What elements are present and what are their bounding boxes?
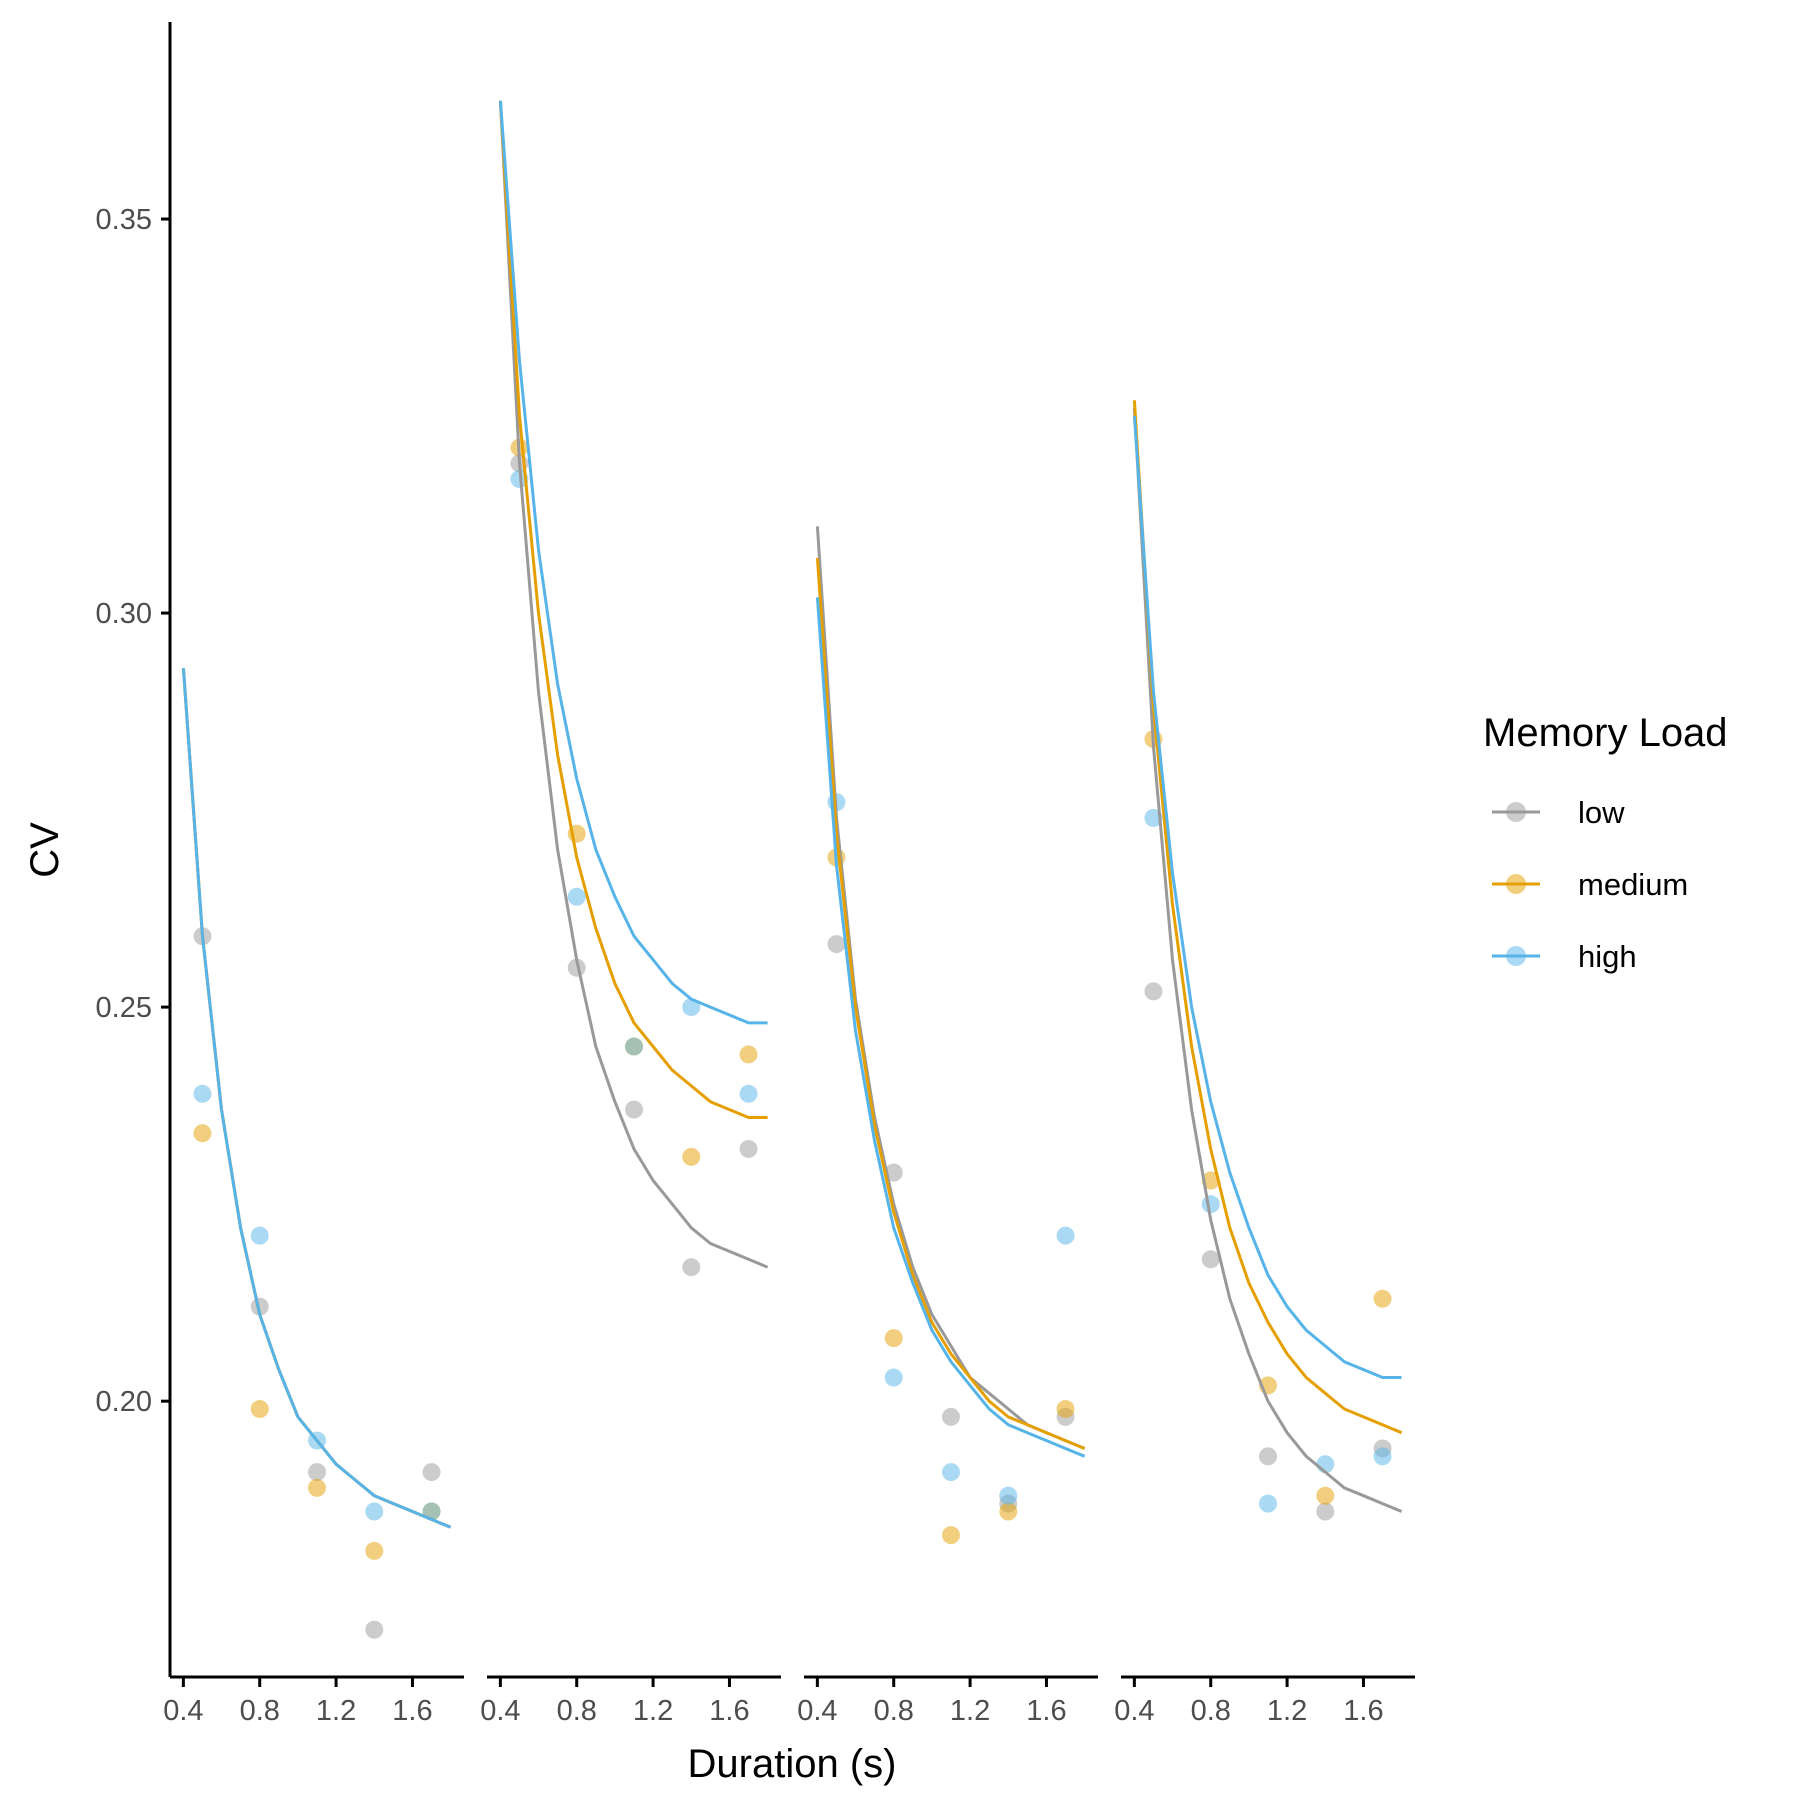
legend: Memory Load low medium high xyxy=(1483,711,1728,974)
x-tick-label: 0.8 xyxy=(557,1695,597,1727)
curve-low xyxy=(498,100,769,1269)
x-axis-title: Duration (s) xyxy=(688,1742,897,1786)
point-high xyxy=(250,1226,269,1245)
point-medium xyxy=(942,1526,960,1545)
axes: 0.35 0.30 0.25 0.20 0.4 0.8 1.2 1.6 0.4 0.8 1.2 1.6… xyxy=(96,22,1415,1727)
point-high xyxy=(942,1463,960,1482)
legend-items: low medium high xyxy=(1492,795,1688,974)
x-tick-label: 0.4 xyxy=(797,1695,837,1727)
point-medium xyxy=(682,1147,701,1166)
x-tick-label: 1.2 xyxy=(633,1695,673,1727)
point-medium xyxy=(999,1502,1018,1521)
point-low xyxy=(422,1463,441,1482)
point-medium xyxy=(739,1045,758,1064)
point-low xyxy=(1259,1447,1277,1466)
legend-swatch-high xyxy=(1506,946,1526,966)
curve-medium xyxy=(1132,400,1403,1435)
point-high xyxy=(567,887,586,906)
legend-label-high: high xyxy=(1578,939,1637,974)
point-low xyxy=(739,1139,758,1158)
x-tick-label: 1.2 xyxy=(1267,1695,1307,1727)
x-tick-label: 1.6 xyxy=(1343,1695,1383,1727)
point-low xyxy=(567,958,586,977)
point-high xyxy=(999,1486,1018,1505)
legend-swatch-medium xyxy=(1506,874,1526,894)
point-medium xyxy=(1373,1289,1392,1308)
x-tick-label: 1.6 xyxy=(392,1695,432,1727)
curve-medium xyxy=(815,557,1086,1450)
curve-high xyxy=(498,100,768,1025)
panels xyxy=(181,100,1403,1639)
curve-low xyxy=(815,526,1086,1450)
point-high xyxy=(739,1084,758,1103)
x-tick-label: 1.6 xyxy=(709,1695,749,1727)
x-tick-label: 1.2 xyxy=(950,1695,990,1727)
point-high xyxy=(365,1502,384,1521)
point-low xyxy=(365,1620,384,1639)
point-medium xyxy=(1316,1486,1335,1505)
legend-swatch-low xyxy=(1506,802,1526,822)
x-tick-label: 0.4 xyxy=(1114,1695,1154,1727)
point-low xyxy=(942,1407,960,1426)
legend-item-medium: medium xyxy=(1492,867,1688,902)
point-high xyxy=(193,1084,212,1103)
curve-high xyxy=(815,597,1086,1458)
point-low xyxy=(625,1100,643,1119)
y-axis-title: CV xyxy=(23,822,67,878)
point-medium xyxy=(365,1541,384,1560)
curve-low xyxy=(181,668,452,1529)
point-low xyxy=(308,1463,326,1482)
point-low xyxy=(1201,1250,1220,1269)
point-high xyxy=(1201,1195,1220,1214)
panel-1 xyxy=(181,668,452,1639)
point-low xyxy=(827,935,846,954)
point-medium xyxy=(1056,1400,1075,1419)
point-high xyxy=(1259,1494,1277,1513)
legend-item-high: high xyxy=(1492,939,1637,974)
point-high xyxy=(625,1037,643,1056)
x-tick-label: 0.8 xyxy=(240,1695,280,1727)
point-medium xyxy=(193,1124,212,1143)
point-low xyxy=(1144,982,1163,1001)
point-high xyxy=(1056,1226,1075,1245)
point-medium xyxy=(250,1400,269,1419)
point-low xyxy=(682,1258,701,1277)
point-low xyxy=(1316,1502,1335,1521)
point-high xyxy=(1373,1447,1392,1466)
legend-item-low: low xyxy=(1492,795,1625,830)
panel-4 xyxy=(1132,400,1403,1521)
curve-high xyxy=(1132,415,1402,1379)
point-low xyxy=(250,1297,269,1316)
legend-title: Memory Load xyxy=(1483,711,1728,755)
x-tick-label: 0.4 xyxy=(480,1695,520,1727)
point-medium xyxy=(308,1478,326,1497)
x-tick-label: 1.2 xyxy=(316,1695,356,1727)
legend-label-medium: medium xyxy=(1578,867,1688,902)
x-tick-label: 0.8 xyxy=(1191,1695,1231,1727)
y-tick-label: 0.30 xyxy=(96,598,152,630)
x-tick-label: 1.6 xyxy=(1026,1695,1066,1727)
panel-3 xyxy=(815,526,1086,1545)
point-medium xyxy=(1201,1171,1220,1190)
curve-high xyxy=(181,668,452,1529)
point-medium xyxy=(884,1329,903,1348)
panel-2 xyxy=(498,100,769,1277)
point-high xyxy=(884,1368,903,1387)
y-tick-label: 0.25 xyxy=(96,992,152,1024)
curve-low xyxy=(1132,408,1403,1513)
curve-medium xyxy=(498,100,768,1119)
curve-medium xyxy=(181,668,452,1529)
y-tick-label: 0.35 xyxy=(96,204,152,236)
x-tick-label: 0.4 xyxy=(163,1695,203,1727)
legend-label-low: low xyxy=(1578,795,1625,830)
y-tick-label: 0.20 xyxy=(96,1386,152,1418)
x-tick-label: 0.8 xyxy=(874,1695,914,1727)
